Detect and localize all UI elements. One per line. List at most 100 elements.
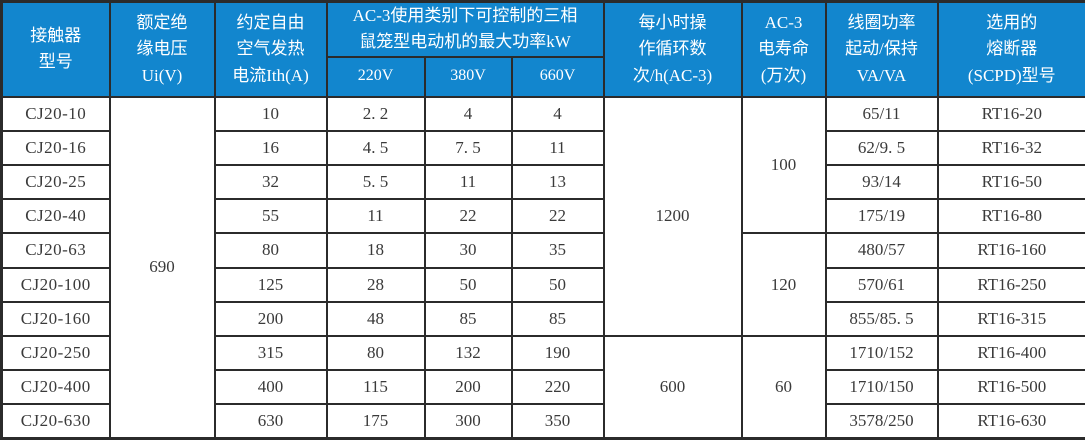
cell-power-380v: 200 xyxy=(423,369,513,406)
cell-power-660v: 350 xyxy=(510,403,605,440)
cell-power-380v: 50 xyxy=(423,266,513,303)
cell-fuse-model: RT16-400 xyxy=(936,334,1085,372)
cell-power-660v: 190 xyxy=(510,334,605,372)
cell-thermal-current: 32 xyxy=(213,164,328,201)
cell-coil-power: 570/61 xyxy=(824,266,939,303)
header-220v: 220V xyxy=(325,55,426,98)
table-row: CJ20-100 125 28 50 50 570/61 RT16-250 xyxy=(0,266,1085,303)
header-coil-power: 线圈功率 起动/保持 VA/VA xyxy=(824,0,939,98)
cell-thermal-current: 10 xyxy=(213,95,328,132)
cell-fuse-model: RT16-630 xyxy=(936,403,1085,440)
cell-power-660v: 50 xyxy=(510,266,605,303)
header-electrical-life: AC-3 电寿命 (万次) xyxy=(740,0,827,98)
cell-power-220v: 5. 5 xyxy=(325,164,426,201)
header-fuse-model: 选用的 熔断器 (SCPD)型号 xyxy=(936,0,1085,98)
cell-fuse-model: RT16-20 xyxy=(936,95,1085,132)
header-operating-cycles: 每小时操 作循环数 次/h(AC-3) xyxy=(602,0,743,98)
header-660v: 660V xyxy=(510,55,605,98)
table-row: CJ20-250 315 80 132 190 600 60 1710/152 RT16-400 xyxy=(0,334,1085,440)
cell-fuse-model: RT16-32 xyxy=(936,129,1085,167)
table-header: 接触器 型号 额定绝 缘电压 Ui(V) 约定自由 空气发热 电流Ith(A) … xyxy=(0,0,1085,98)
cell-thermal-current: 315 xyxy=(213,334,328,372)
cell-electrical-life: 60 xyxy=(740,334,827,440)
header-380v: 380V xyxy=(423,55,513,98)
cell-power-380v: 85 xyxy=(423,300,513,337)
table-row: CJ20-25 32 5. 5 11 13 93/14 RT16-50 xyxy=(0,164,1085,201)
cell-fuse-model: RT16-160 xyxy=(936,232,1085,269)
cell-coil-power: 65/11 xyxy=(824,95,939,132)
cell-coil-power: 3578/250 xyxy=(824,403,939,440)
cell-power-380v: 30 xyxy=(423,232,513,269)
cell-power-380v: 4 xyxy=(423,95,513,132)
table-row: CJ20-63 80 18 30 35 120 480/57 RT16-160 xyxy=(0,232,1085,337)
cell-power-220v: 28 xyxy=(325,266,426,303)
cell-thermal-current: 80 xyxy=(213,232,328,269)
cell-power-220v: 115 xyxy=(325,369,426,406)
cell-coil-power: 1710/152 xyxy=(824,334,939,372)
cell-fuse-model: RT16-80 xyxy=(936,198,1085,235)
cell-power-220v: 48 xyxy=(325,300,426,337)
cell-coil-power: 855/85. 5 xyxy=(824,300,939,337)
cell-fuse-model: RT16-500 xyxy=(936,369,1085,406)
cell-power-660v: 85 xyxy=(510,300,605,337)
cell-model: CJ20-16 xyxy=(0,129,111,167)
cell-model: CJ20-25 xyxy=(0,164,111,201)
cell-model: CJ20-40 xyxy=(0,198,111,235)
cell-operating-cycles: 1200 xyxy=(602,95,743,337)
cell-model: CJ20-400 xyxy=(0,369,111,406)
cell-operating-cycles: 600 xyxy=(602,334,743,440)
cell-power-380v: 22 xyxy=(423,198,513,235)
cell-coil-power: 175/19 xyxy=(824,198,939,235)
cell-model: CJ20-630 xyxy=(0,403,111,440)
cell-power-220v: 175 xyxy=(325,403,426,440)
table-row: CJ20-10 690 10 2. 2 4 4 1200 100 65/11 RT16-20 xyxy=(0,95,1085,440)
cell-thermal-current: 16 xyxy=(213,129,328,167)
cell-power-220v: 2. 2 xyxy=(325,95,426,132)
cell-electrical-life: 100 xyxy=(740,95,827,235)
cell-electrical-life: 120 xyxy=(740,232,827,337)
header-contactor-model: 接触器 型号 xyxy=(0,0,111,98)
cell-power-220v: 4. 5 xyxy=(325,129,426,167)
cell-power-220v: 18 xyxy=(325,232,426,269)
cell-fuse-model: RT16-315 xyxy=(936,300,1085,337)
table-row: CJ20-40 55 11 22 22 175/19 RT16-80 xyxy=(0,198,1085,235)
cell-thermal-current: 400 xyxy=(213,369,328,406)
cell-model: CJ20-160 xyxy=(0,300,111,337)
cell-thermal-current: 125 xyxy=(213,266,328,303)
cell-power-380v: 300 xyxy=(423,403,513,440)
cell-power-660v: 11 xyxy=(510,129,605,167)
cell-thermal-current: 55 xyxy=(213,198,328,235)
cell-insulation-voltage: 690 xyxy=(108,95,216,440)
cell-power-380v: 7. 5 xyxy=(423,129,513,167)
table-row: CJ20-16 16 4. 5 7. 5 11 62/9. 5 RT16-32 xyxy=(0,129,1085,167)
table-row: CJ20-400 400 115 200 220 1710/150 RT16-500 xyxy=(0,369,1085,406)
cell-model: CJ20-63 xyxy=(0,232,111,269)
cell-power-660v: 22 xyxy=(510,198,605,235)
header-rated-insulation-voltage: 额定绝 缘电压 Ui(V) xyxy=(108,0,216,98)
cell-coil-power: 93/14 xyxy=(824,164,939,201)
header-thermal-current: 约定自由 空气发热 电流Ith(A) xyxy=(213,0,328,98)
cell-power-660v: 4 xyxy=(510,95,605,132)
cell-model: CJ20-250 xyxy=(0,334,111,372)
cell-power-380v: 11 xyxy=(423,164,513,201)
cell-coil-power: 1710/150 xyxy=(824,369,939,406)
cell-model: CJ20-100 xyxy=(0,266,111,303)
cell-coil-power: 62/9. 5 xyxy=(824,129,939,167)
cell-fuse-model: RT16-50 xyxy=(936,164,1085,201)
cell-thermal-current: 630 xyxy=(213,403,328,440)
cell-power-660v: 35 xyxy=(510,232,605,269)
header-ac3-max-power: AC-3使用类别下可控制的三相 鼠笼型电动机的最大功率kW xyxy=(325,0,605,58)
cell-thermal-current: 200 xyxy=(213,300,328,337)
cell-model: CJ20-10 xyxy=(0,95,111,132)
cell-power-220v: 11 xyxy=(325,198,426,235)
cell-power-660v: 13 xyxy=(510,164,605,201)
cell-power-220v: 80 xyxy=(325,334,426,372)
table-row: CJ20-160 200 48 85 85 855/85. 5 RT16-315 xyxy=(0,300,1085,337)
cell-fuse-model: RT16-250 xyxy=(936,266,1085,303)
table-row: CJ20-630 630 175 300 350 3578/250 RT16-630 xyxy=(0,403,1085,440)
cell-power-380v: 132 xyxy=(423,334,513,372)
table-body: CJ20-10 690 10 2. 2 4 4 1200 100 65/11 RT16-20 CJ2… xyxy=(0,95,1085,440)
cell-power-660v: 220 xyxy=(510,369,605,406)
cell-coil-power: 480/57 xyxy=(824,232,939,269)
